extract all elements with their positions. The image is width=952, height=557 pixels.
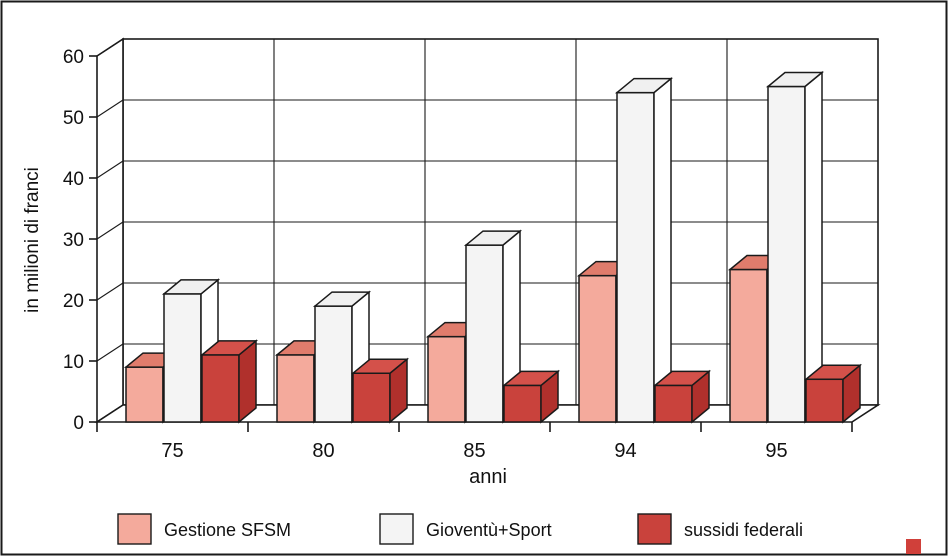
- bar-front: [465, 244, 504, 423]
- bar-1-85: [463, 229, 523, 424]
- y-tick-label: 60: [63, 47, 84, 68]
- legend-swatch: [379, 513, 414, 545]
- bar-2-94: [652, 369, 712, 424]
- bar-side: [653, 77, 672, 424]
- bar-top: [652, 370, 712, 387]
- x-tick-label: 94: [614, 440, 636, 462]
- x-axis-label: anni: [469, 466, 507, 488]
- legend-label: Gioventù+Sport: [426, 520, 552, 540]
- bar-front: [201, 354, 240, 423]
- bar-top: [312, 291, 372, 307]
- bar-top: [161, 279, 221, 295]
- bar-front: [729, 268, 768, 423]
- y-tick-label: 50: [63, 108, 84, 129]
- bar-front: [578, 274, 617, 423]
- corner-mark: [906, 539, 921, 554]
- legend-label: Gestione SFSM: [164, 520, 291, 540]
- bar-1-94: [614, 77, 674, 424]
- grid-line-side: [96, 343, 124, 362]
- bar-front: [767, 85, 806, 423]
- grid-line-side: [96, 99, 124, 118]
- y-tick-label: 0: [73, 413, 84, 434]
- bars: [123, 70, 863, 424]
- x-axis-ticks: 75 80 85 94 95: [96, 422, 853, 462]
- x-tick-label: 75: [161, 440, 183, 462]
- bar-top: [765, 71, 825, 88]
- y-tick-label: 40: [63, 169, 84, 190]
- bar-2-95: [803, 363, 863, 424]
- bar-front: [276, 354, 315, 423]
- grid-line-side: [96, 282, 124, 301]
- y-tick-label: 10: [63, 352, 84, 373]
- y-axis-ticks: 0 10 20 30 40 50 60: [63, 47, 97, 434]
- bar-1-95: [765, 70, 825, 424]
- bar-top: [614, 77, 674, 94]
- bar-2-80: [350, 357, 410, 424]
- bar-front: [503, 384, 542, 423]
- bar-front: [654, 384, 693, 423]
- grid-line-side: [96, 38, 124, 57]
- bar-top: [501, 370, 561, 387]
- bar-top: [803, 364, 863, 381]
- y-tick-label: 20: [63, 291, 84, 312]
- bar-top: [199, 340, 259, 356]
- x-tick-label: 80: [312, 440, 334, 462]
- bar-front: [163, 293, 202, 423]
- legend: Gestione SFSM Gioventù+Sport sussidi feder…: [117, 513, 803, 545]
- x-tick-label: 85: [463, 440, 485, 462]
- legend-label: sussidi federali: [684, 520, 803, 540]
- bar-2-85: [501, 369, 561, 424]
- grid-line-side: [96, 160, 124, 179]
- legend-swatch: [117, 513, 152, 545]
- bar-front: [125, 366, 164, 423]
- y-tick-label: 30: [63, 230, 84, 251]
- legend-swatch: [637, 513, 672, 545]
- x-tick-label: 95: [765, 440, 787, 462]
- bar-2-75: [199, 339, 259, 424]
- bar-front: [805, 378, 844, 423]
- bar-front: [352, 372, 391, 423]
- bar-front: [616, 91, 655, 423]
- bar-top: [463, 230, 523, 246]
- bar-top: [350, 358, 410, 374]
- bar-front: [314, 305, 353, 423]
- y-axis-label: in milioni di franci: [22, 167, 43, 313]
- grid-line-side: [96, 221, 124, 240]
- bar-front: [427, 335, 466, 423]
